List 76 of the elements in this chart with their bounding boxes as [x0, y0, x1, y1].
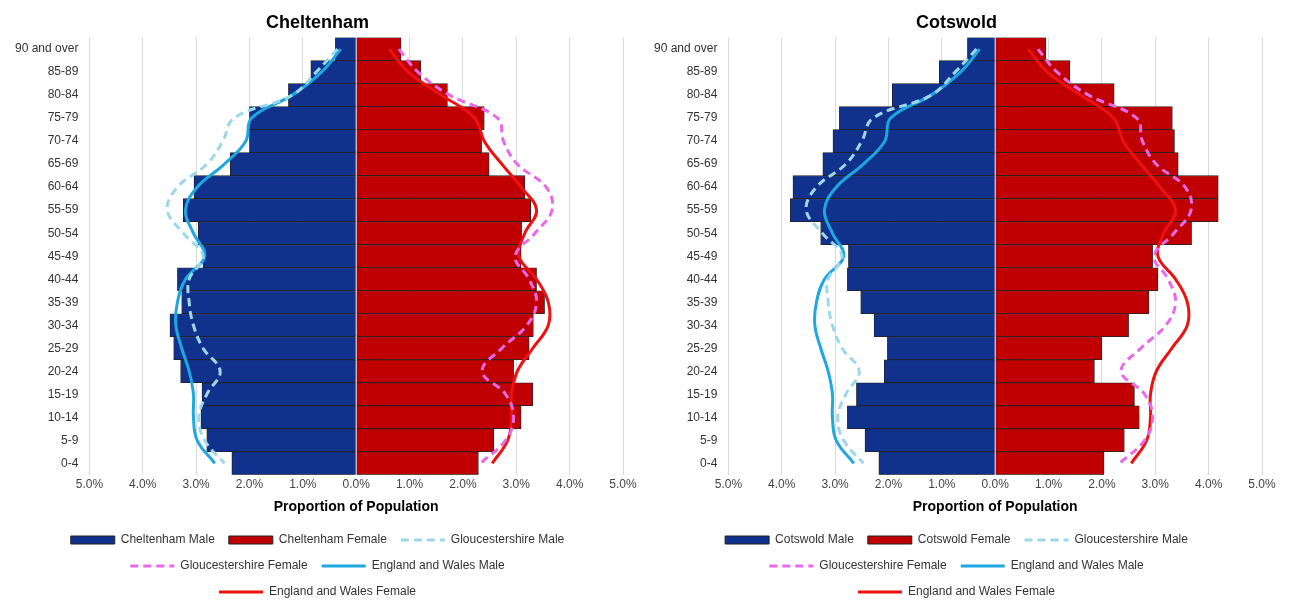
y-tick-label: 45-49 — [47, 248, 79, 263]
y-tick-label: 65-69 — [686, 156, 718, 171]
legend-label: Cheltenham Female — [278, 532, 388, 547]
y-tick-label: 30-34 — [47, 317, 79, 332]
y-tick-label: 85-89 — [47, 64, 79, 79]
x-tick-label: 3.0% — [821, 477, 850, 492]
x-tick-label: 4.0% — [129, 477, 157, 492]
y-tick-label: 10-14 — [47, 409, 79, 424]
x-tick-label: 4.0% — [1194, 477, 1223, 492]
x-tick-label: 2.0% — [235, 477, 264, 492]
y-tick-label: 70-74 — [686, 133, 718, 148]
y-tick-label: 10-14 — [686, 409, 718, 424]
chart-title: Cotswold — [916, 11, 997, 32]
legend-label: England and Wales Female — [908, 584, 1056, 599]
legend-label: England and Wales Male — [371, 558, 505, 573]
y-tick-label: 20-24 — [47, 363, 79, 378]
legend-label: Cheltenham Male — [120, 532, 216, 547]
y-tick-label: 60-64 — [47, 179, 79, 194]
x-tick-label: 5.0% — [75, 477, 104, 492]
legend-label: England and Wales Female — [269, 584, 417, 599]
x-tick-label: 3.0% — [502, 477, 531, 492]
legend-label: Cotswold Female — [917, 532, 1011, 547]
x-tick-label: 5.0% — [1248, 477, 1276, 492]
x-tick-label: 5.0% — [714, 477, 743, 492]
legend-label: Gloucestershire Female — [180, 558, 309, 573]
y-tick-label: 55-59 — [47, 202, 79, 217]
y-tick-label: 80-84 — [47, 87, 79, 102]
x-tick-label: 5.0% — [609, 477, 637, 492]
y-tick-label: 55-59 — [686, 202, 718, 217]
x-tick-label: 0.0% — [342, 477, 371, 492]
x-tick-label: 3.0% — [1141, 477, 1170, 492]
x-tick-label: 1.0% — [289, 477, 317, 492]
x-tick-label: 4.0% — [555, 477, 584, 492]
y-tick-label: 5-9 — [700, 432, 718, 447]
x-tick-label: 4.0% — [768, 477, 796, 492]
chart-title: Cheltenham — [265, 11, 370, 32]
y-tick-label: 0-4 — [700, 455, 718, 470]
y-tick-label: 50-54 — [686, 225, 718, 240]
x-tick-label: 2.0% — [874, 477, 903, 492]
y-tick-label: 45-49 — [686, 248, 718, 263]
y-tick-label: 25-29 — [47, 340, 79, 355]
y-tick-label: 20-24 — [686, 363, 718, 378]
y-tick-label: 75-79 — [47, 110, 79, 125]
y-tick-label: 80-84 — [686, 87, 718, 102]
x-axis-title: Proportion of Population — [912, 498, 1078, 515]
legend-label: Gloucestershire Female — [819, 558, 948, 573]
x-tick-label: 0.0% — [981, 477, 1010, 492]
y-tick-label: 85-89 — [686, 64, 718, 79]
y-tick-label: 40-44 — [47, 271, 79, 286]
x-tick-label: 3.0% — [182, 477, 211, 492]
legend-label: Gloucestershire Male — [450, 532, 565, 547]
y-tick-label: 50-54 — [47, 225, 79, 240]
legend-label: England and Wales Male — [1010, 558, 1144, 573]
x-tick-label: 2.0% — [1088, 477, 1116, 492]
x-tick-label: 1.0% — [395, 477, 424, 492]
x-axis-title: Proportion of Population — [273, 498, 439, 515]
y-tick-label: 25-29 — [686, 340, 718, 355]
y-tick-label: 15-19 — [47, 386, 79, 401]
y-tick-label: 5-9 — [61, 432, 79, 447]
y-tick-label: 40-44 — [686, 271, 718, 286]
y-tick-label: 60-64 — [686, 179, 718, 194]
x-tick-label: 1.0% — [928, 477, 956, 492]
y-tick-label: 30-34 — [686, 317, 718, 332]
y-tick-label: 75-79 — [686, 110, 718, 125]
x-tick-label: 2.0% — [449, 477, 477, 492]
y-tick-label: 90 and over — [653, 41, 718, 56]
legend-label: Gloucestershire Male — [1074, 532, 1189, 547]
legend-label: Cotswold Male — [775, 532, 855, 547]
y-tick-label: 70-74 — [47, 133, 79, 148]
y-tick-label: 35-39 — [47, 294, 79, 309]
x-tick-label: 1.0% — [1034, 477, 1063, 492]
y-tick-label: 0-4 — [61, 455, 79, 470]
y-tick-label: 65-69 — [47, 156, 79, 171]
y-tick-label: 35-39 — [686, 294, 718, 309]
y-tick-label: 90 and over — [14, 41, 79, 56]
y-tick-label: 15-19 — [686, 386, 718, 401]
